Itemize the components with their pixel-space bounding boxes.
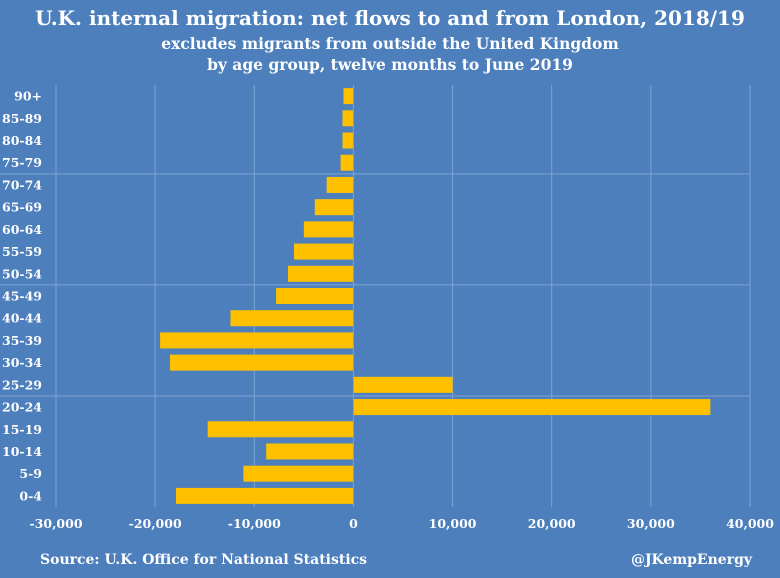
bar	[230, 310, 354, 327]
chart-title: U.K. internal migration: net flows to an…	[35, 6, 745, 30]
y-tick-label: 40-44	[2, 311, 42, 326]
y-tick-label: 5-9	[19, 466, 42, 481]
y-tick-label: 10-14	[2, 444, 42, 459]
y-tick-label: 90+	[14, 89, 42, 104]
bar	[314, 199, 354, 216]
bar	[342, 132, 354, 149]
x-tick-label: 20,000	[528, 516, 576, 531]
y-tick-label: 55-59	[2, 244, 42, 259]
bar	[353, 399, 711, 416]
bar	[175, 487, 354, 504]
bar	[326, 176, 354, 193]
x-tick-label: 10,000	[429, 516, 477, 531]
bar	[342, 110, 354, 127]
y-tick-label: 25-29	[2, 377, 42, 392]
source-note: Source: U.K. Office for National Statist…	[40, 552, 368, 568]
y-tick-label: 20-24	[2, 400, 42, 415]
bar	[243, 465, 354, 482]
bar	[303, 221, 354, 238]
x-tick-label: -30,000	[29, 516, 82, 531]
x-tick-label: 0	[349, 516, 358, 531]
y-tick-label: 60-64	[2, 222, 42, 237]
y-tick-label: 0-4	[19, 488, 42, 503]
bar	[287, 265, 354, 282]
x-tick-label: -20,000	[129, 516, 182, 531]
x-tick-label: -10,000	[228, 516, 281, 531]
bar	[293, 243, 354, 260]
chart-subtitle-line1: excludes migrants from outside the Unite…	[161, 34, 619, 53]
x-tick-label: 30,000	[627, 516, 675, 531]
y-tick-label: 50-54	[2, 266, 42, 281]
bar	[207, 421, 354, 438]
bar	[276, 288, 354, 304]
y-tick-label: 35-39	[2, 333, 42, 348]
y-tick-label: 30-34	[2, 355, 42, 370]
y-tick-label: 85-89	[2, 111, 42, 126]
y-tick-label: 80-84	[2, 133, 42, 148]
bar	[266, 443, 354, 460]
y-tick-label: 65-69	[2, 200, 42, 215]
bar	[340, 154, 354, 171]
chart-subtitle-line2: by age group, twelve months to June 2019	[207, 55, 573, 74]
author-handle: @JKempEnergy	[630, 552, 752, 568]
bar	[170, 354, 354, 371]
y-tick-label: 15-19	[2, 422, 42, 437]
bar	[353, 376, 453, 393]
y-tick-label: 75-79	[2, 155, 42, 170]
y-tick-label: 45-49	[2, 289, 42, 304]
bar	[343, 88, 354, 105]
x-tick-label: 40,000	[726, 516, 774, 531]
y-tick-label: 70-74	[2, 177, 42, 192]
bar	[160, 332, 354, 349]
